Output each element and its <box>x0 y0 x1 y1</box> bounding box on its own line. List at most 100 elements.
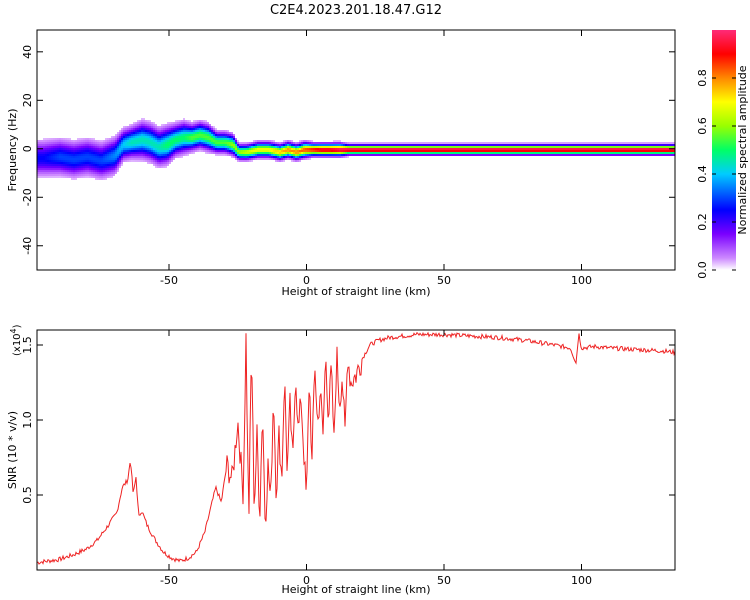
spectrogram-cell <box>101 174 103 176</box>
spectrogram-cell <box>103 178 105 180</box>
spectrogram-cell <box>55 150 57 152</box>
spectrogram-cell <box>63 170 65 172</box>
spectrogram-cell <box>565 142 567 144</box>
spectrogram-cell <box>207 148 209 150</box>
spectrogram-cell <box>67 138 69 140</box>
spectrogram-cell <box>69 160 71 162</box>
spectrogram-cell <box>69 162 71 164</box>
spectrogram-cell <box>65 176 67 178</box>
spectrogram-cell <box>175 138 177 140</box>
spectrogram-cell <box>341 154 343 156</box>
spectrogram-cell <box>499 154 501 156</box>
spectrogram-cell <box>51 146 53 148</box>
spectrogram-cell <box>563 144 565 146</box>
spectrogram-cell <box>255 140 257 142</box>
spectrogram-cell <box>43 156 45 158</box>
spectrogram-cell <box>317 154 319 156</box>
spectrogram-cell <box>491 150 493 152</box>
spectrogram-cell <box>443 152 445 154</box>
spectrogram-cell <box>45 154 47 156</box>
spectrogram-cell <box>179 130 181 132</box>
spectrogram-cell <box>189 140 191 142</box>
spectrogram-cell <box>433 144 435 146</box>
spectrogram-cell <box>187 148 189 150</box>
spectrogram-cell <box>529 144 531 146</box>
spectrogram-cell <box>377 148 379 150</box>
spectrogram-cell <box>255 150 257 152</box>
spectrogram-cell <box>183 120 185 122</box>
spectrogram-cell <box>389 144 391 146</box>
spectrogram-cell <box>333 150 335 152</box>
spectrogram-cell <box>247 158 249 160</box>
spectrogram-cell <box>133 122 135 124</box>
spectrogram-cell <box>277 150 279 152</box>
spectrogram-cell <box>83 144 85 146</box>
spectrogram-cell <box>481 146 483 148</box>
spectrogram-cell <box>49 152 51 154</box>
spectrogram-cell <box>307 146 309 148</box>
spectrogram-cell <box>249 146 251 148</box>
spectrogram-cell <box>85 174 87 176</box>
spectrogram-cell <box>667 152 669 154</box>
spectrogram-cell <box>93 174 95 176</box>
spectrogram-cell <box>291 156 293 158</box>
spectrogram-cell <box>441 146 443 148</box>
spectrogram-cell <box>39 174 41 176</box>
spectrogram-cell <box>61 152 63 154</box>
spectrogram-cell <box>141 136 143 138</box>
spectrogram-cell <box>121 142 123 144</box>
spectrogram-cell <box>629 152 631 154</box>
spectrogram-cell <box>653 146 655 148</box>
spectrogram-cell <box>139 142 141 144</box>
spectrogram-cell <box>647 152 649 154</box>
spectrogram-cell <box>327 152 329 154</box>
spectrogram-cell <box>511 152 513 154</box>
spectrogram-cell <box>291 144 293 146</box>
spectrogram-cell <box>287 152 289 154</box>
spectrogram-cell <box>169 158 171 160</box>
spectrogram-cell <box>295 146 297 148</box>
spectrogram-cell <box>421 154 423 156</box>
spectrogram-cell <box>327 154 329 156</box>
spectrogram-cell <box>119 154 121 156</box>
spectrogram-cell <box>275 160 277 162</box>
spectrogram-cell <box>385 150 387 152</box>
spectrogram-cell <box>131 144 133 146</box>
spectrogram-cell <box>125 144 127 146</box>
spectrogram-cell <box>353 146 355 148</box>
spectrogram-cell <box>123 138 125 140</box>
spectrogram-cell <box>189 144 191 146</box>
spectrogram-cell <box>193 150 195 152</box>
spectrogram-cell <box>539 150 541 152</box>
spectrogram-cell <box>75 158 77 160</box>
spectrogram-cell <box>205 138 207 140</box>
spectrogram-cell <box>225 142 227 144</box>
spectrogram-cell <box>175 152 177 154</box>
spectrogram-cell <box>337 156 339 158</box>
spectrogram-cell <box>335 140 337 142</box>
spectrogram-cell <box>207 142 209 144</box>
spectrogram-cell <box>645 148 647 150</box>
spectrogram-cell <box>275 156 277 158</box>
spectrogram-cell <box>429 152 431 154</box>
spectrogram-cell <box>149 138 151 140</box>
spectrogram-cell <box>265 154 267 156</box>
spectrogram-cell <box>197 146 199 148</box>
spectrogram-cell <box>47 166 49 168</box>
spectrogram-cell <box>465 152 467 154</box>
spectrogram-cell <box>259 150 261 152</box>
spectrogram-cell <box>473 152 475 154</box>
spectrogram-cell <box>635 154 637 156</box>
spectrogram-cell <box>305 158 307 160</box>
spectrogram-cell <box>477 150 479 152</box>
spectrogram-cell <box>257 152 259 154</box>
spectrogram-cell <box>239 148 241 150</box>
spectrogram-cell <box>419 144 421 146</box>
spectrogram-cell <box>89 154 91 156</box>
spectrogram-cell <box>71 144 73 146</box>
spectrogram-cell <box>187 126 189 128</box>
spectrogram-cell <box>203 128 205 130</box>
spectrogram-cell <box>201 142 203 144</box>
spectrogram-cell <box>427 152 429 154</box>
spectrogram-cell <box>145 150 147 152</box>
